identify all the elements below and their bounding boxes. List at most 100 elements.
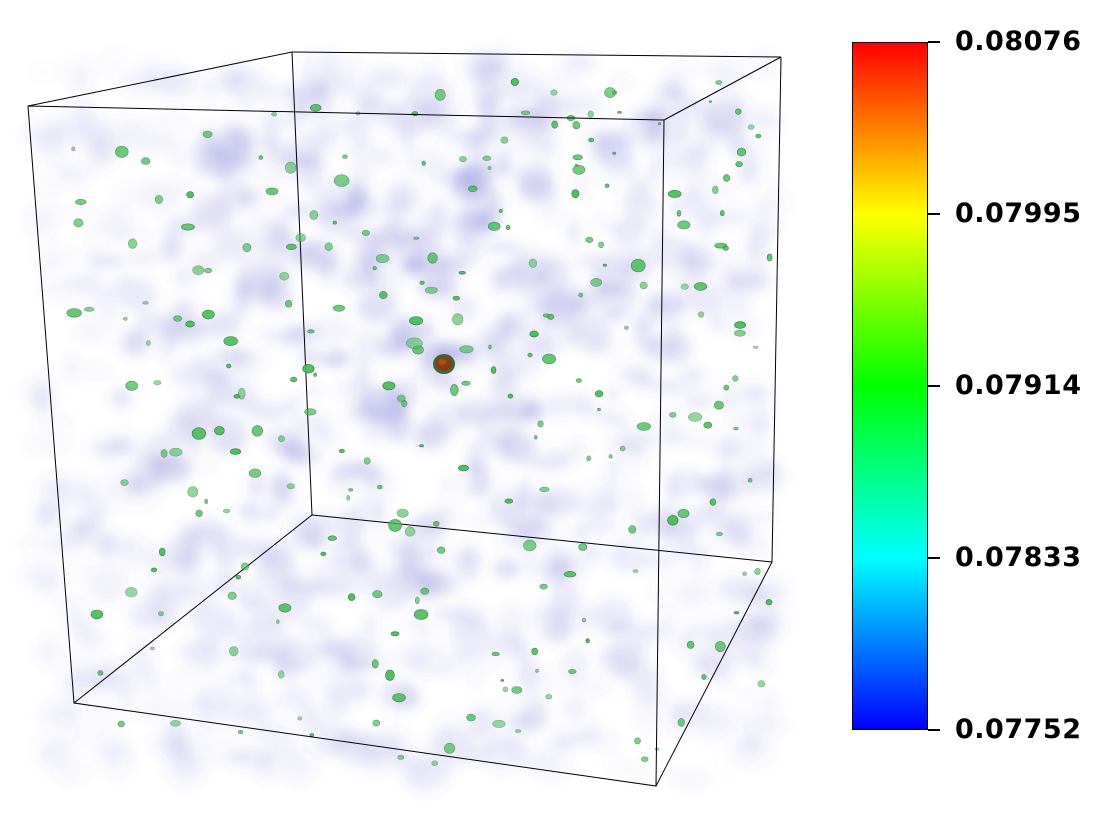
haze-patch — [743, 106, 777, 136]
haze-patch — [681, 368, 706, 385]
isosurface-clump — [372, 719, 381, 727]
haze-patch — [39, 735, 65, 764]
isosurface-clump — [482, 155, 492, 162]
haze-patch — [737, 169, 754, 187]
isosurface-clump — [66, 308, 82, 318]
haze-patch — [210, 540, 232, 559]
haze-patch — [171, 149, 187, 172]
isosurface-clump — [170, 720, 181, 727]
isosurface-clump — [585, 638, 590, 644]
isosurface-clump — [487, 166, 492, 170]
haze-patch — [60, 207, 96, 219]
haze-patch — [174, 667, 197, 683]
isosurface-clump — [377, 485, 383, 490]
isosurface-clump — [714, 641, 726, 652]
haze-patch — [753, 195, 792, 213]
isosurface-clump — [413, 236, 420, 240]
haze-patch — [743, 249, 770, 276]
isosurface-clump — [693, 282, 707, 291]
haze-patch — [666, 84, 684, 98]
isosurface-clump — [327, 535, 337, 541]
isosurface-clump — [120, 479, 129, 486]
haze-patch — [37, 282, 81, 299]
haze-patch — [161, 216, 186, 233]
haze-patch — [747, 108, 780, 125]
isosurface-clump — [157, 611, 164, 617]
haze-patch — [708, 316, 728, 332]
haze-patch — [351, 731, 387, 742]
haze-patch — [65, 602, 93, 638]
haze-patch — [399, 230, 446, 243]
isosurface-clump — [534, 435, 538, 440]
haze-patch — [498, 431, 538, 465]
isosurface-clump — [542, 313, 550, 318]
haze-patch — [573, 316, 612, 352]
haze-patch — [50, 103, 96, 141]
haze-patch — [201, 73, 215, 109]
isosurface-clump — [160, 449, 168, 458]
haze-patch — [322, 687, 340, 720]
isosurface-clump — [192, 265, 205, 276]
isosurface-clump — [238, 729, 244, 735]
haze-patch — [683, 240, 715, 256]
isosurface-clump — [427, 252, 438, 264]
isosurface-clump — [742, 571, 747, 576]
isosurface-clump — [185, 320, 195, 328]
isosurface-clump — [658, 122, 662, 126]
haze-patch — [709, 521, 753, 547]
haze-patch — [608, 620, 644, 631]
haze-patch — [304, 385, 321, 397]
haze-patch — [166, 759, 206, 787]
haze-patch — [340, 55, 362, 90]
haze-patch — [278, 327, 304, 347]
isosurface-clump — [537, 420, 544, 428]
haze-patch — [151, 116, 191, 128]
bounding-box-front-edges — [27, 51, 782, 787]
isosurface-clump — [347, 593, 356, 601]
isosurface-clump — [392, 693, 406, 703]
haze-patch — [728, 305, 753, 317]
haze-patch — [173, 640, 220, 659]
volume-render-viewport[interactable] — [0, 0, 840, 822]
isosurface-clump — [458, 271, 466, 275]
isosurface-clump — [258, 155, 263, 160]
haze-patch — [177, 520, 226, 541]
haze-patch — [605, 455, 628, 473]
isosurface-clump — [734, 321, 746, 329]
isosurface-clump — [701, 674, 707, 680]
haze-patch — [240, 500, 265, 530]
haze-patch — [218, 618, 264, 644]
isosurface-clump — [338, 448, 345, 453]
isosurface-clump — [419, 444, 424, 448]
haze-patch — [169, 360, 217, 390]
haze-patch — [692, 543, 707, 579]
haze-patch — [742, 385, 769, 401]
isosurface-clump — [715, 80, 723, 85]
haze-patch — [96, 290, 130, 317]
haze-patch — [21, 561, 70, 587]
haze-patch — [316, 637, 340, 655]
isosurface-clump — [458, 464, 469, 472]
isosurface-clump — [433, 520, 440, 527]
isosurface-clump — [278, 603, 292, 613]
haze-patch — [606, 386, 620, 401]
haze-patch — [726, 90, 749, 118]
haze-patch — [64, 674, 102, 704]
isosurface-clump — [372, 590, 383, 598]
haze-patch — [245, 401, 290, 422]
haze-patch — [31, 518, 53, 537]
isosurface-clump — [550, 89, 558, 96]
haze-patch — [707, 438, 754, 459]
haze-patch — [671, 339, 691, 358]
haze-patch — [639, 621, 667, 640]
isosurface-clump — [304, 408, 317, 416]
haze-patch — [365, 67, 409, 90]
isosurface-clump — [680, 283, 689, 290]
haze-patch — [646, 290, 685, 317]
isosurface-clump — [634, 737, 641, 745]
isosurface-clump — [498, 209, 503, 213]
haze-patch — [538, 138, 557, 171]
haze-patch — [740, 690, 761, 703]
isosurface-clump — [342, 154, 348, 159]
isosurface-clumps — [66, 78, 773, 766]
